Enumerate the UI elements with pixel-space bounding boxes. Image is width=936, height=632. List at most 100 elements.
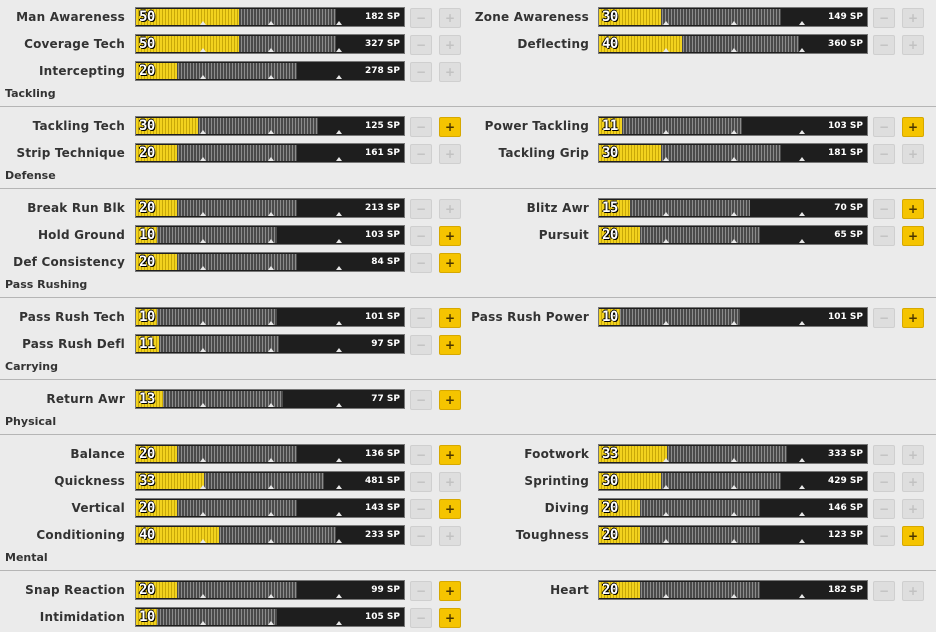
skill-sp-cost: 84 SP: [371, 257, 400, 267]
skill-sp-cost: 161 SP: [365, 148, 400, 158]
increase-button[interactable]: +: [439, 499, 461, 519]
skill-label: Quickness: [54, 474, 125, 488]
decrease-button[interactable]: −: [410, 35, 432, 55]
decrease-button[interactable]: −: [873, 117, 895, 137]
increase-button[interactable]: +: [902, 499, 924, 519]
tick-triangle-icon: [731, 21, 737, 25]
decrease-button[interactable]: −: [410, 581, 432, 601]
skill-label: Return Awr: [46, 392, 125, 406]
decrease-button[interactable]: −: [410, 226, 432, 246]
decrease-button[interactable]: −: [410, 390, 432, 410]
increase-button[interactable]: +: [439, 581, 461, 601]
decrease-button[interactable]: −: [873, 226, 895, 246]
decrease-button[interactable]: −: [873, 526, 895, 546]
decrease-button[interactable]: −: [873, 308, 895, 328]
skill-bar-fill: [136, 309, 157, 325]
skill-bar: 50 327 SP: [135, 34, 405, 54]
decrease-button[interactable]: −: [410, 8, 432, 28]
tick-triangle-icon: [799, 48, 805, 52]
decrease-button[interactable]: −: [873, 499, 895, 519]
skill-bar: 20 213 SP: [135, 198, 405, 218]
increase-button[interactable]: +: [902, 526, 924, 546]
skill-label: Man Awareness: [16, 10, 125, 24]
increase-button[interactable]: +: [902, 308, 924, 328]
skill-bar-fill: [136, 145, 177, 161]
skill-sp-cost: 65 SP: [834, 230, 863, 240]
increase-button[interactable]: +: [902, 445, 924, 465]
increase-button[interactable]: +: [439, 445, 461, 465]
increase-button[interactable]: +: [902, 117, 924, 137]
tick-triangle-icon: [268, 212, 274, 216]
increase-button[interactable]: +: [902, 199, 924, 219]
decrease-button[interactable]: −: [410, 445, 432, 465]
increase-button[interactable]: +: [902, 226, 924, 246]
skill-bar-potential: [136, 309, 277, 325]
decrease-button[interactable]: −: [873, 35, 895, 55]
increase-button[interactable]: +: [439, 144, 461, 164]
decrease-button[interactable]: −: [410, 335, 432, 355]
skill-sp-cost: 101 SP: [365, 312, 400, 322]
skill-value: 15: [602, 200, 618, 216]
increase-button[interactable]: +: [439, 117, 461, 137]
increase-button[interactable]: +: [439, 390, 461, 410]
tick-triangle-icon: [663, 212, 669, 216]
skill-label: Intercepting: [38, 64, 125, 78]
skill-bar-fill: [136, 9, 239, 25]
decrease-button[interactable]: −: [873, 144, 895, 164]
increase-button[interactable]: +: [902, 35, 924, 55]
skill-label: Diving: [544, 501, 589, 515]
tick-triangle-icon: [268, 348, 274, 352]
decrease-button[interactable]: −: [410, 199, 432, 219]
increase-button[interactable]: +: [439, 35, 461, 55]
decrease-button[interactable]: −: [410, 62, 432, 82]
tick-triangle-icon: [663, 130, 669, 134]
tick-triangle-icon: [336, 621, 342, 625]
increase-button[interactable]: +: [439, 253, 461, 273]
tick-triangle-icon: [268, 594, 274, 598]
increase-button[interactable]: +: [439, 335, 461, 355]
decrease-button[interactable]: −: [410, 144, 432, 164]
skill-sp-cost: 77 SP: [371, 394, 400, 404]
skill-bar-fill: [599, 200, 630, 216]
skill-label: Toughness: [515, 528, 589, 542]
skill-sp-cost: 70 SP: [834, 203, 863, 213]
increase-button[interactable]: +: [902, 581, 924, 601]
increase-button[interactable]: +: [439, 8, 461, 28]
decrease-button[interactable]: −: [873, 199, 895, 219]
increase-button[interactable]: +: [439, 226, 461, 246]
increase-button[interactable]: +: [439, 472, 461, 492]
increase-button[interactable]: +: [439, 608, 461, 628]
skill-value: 20: [139, 63, 155, 79]
decrease-button[interactable]: −: [410, 608, 432, 628]
skill-bar-fill: [136, 200, 177, 216]
skill-bar: 20 99 SP: [135, 580, 405, 600]
skill-bar: 15 70 SP: [598, 198, 868, 218]
skill-sp-cost: 149 SP: [828, 12, 863, 22]
increase-button[interactable]: +: [439, 199, 461, 219]
increase-button[interactable]: +: [902, 8, 924, 28]
decrease-button[interactable]: −: [873, 445, 895, 465]
decrease-button[interactable]: −: [410, 308, 432, 328]
decrease-button[interactable]: −: [410, 526, 432, 546]
decrease-button[interactable]: −: [410, 117, 432, 137]
skill-value: 30: [602, 145, 618, 161]
decrease-button[interactable]: −: [873, 8, 895, 28]
decrease-button[interactable]: −: [410, 253, 432, 273]
skill-label: Intimidation: [39, 610, 125, 624]
increase-button[interactable]: +: [439, 308, 461, 328]
skill-bar: 33 481 SP: [135, 471, 405, 491]
tick-triangle-icon: [731, 539, 737, 543]
decrease-button[interactable]: −: [873, 472, 895, 492]
increase-button[interactable]: +: [902, 472, 924, 492]
increase-button[interactable]: +: [902, 144, 924, 164]
skill-value: 13: [139, 391, 155, 407]
increase-button[interactable]: +: [439, 62, 461, 82]
tick-triangle-icon: [336, 594, 342, 598]
increase-button[interactable]: +: [439, 526, 461, 546]
tick-triangle-icon: [336, 266, 342, 270]
decrease-button[interactable]: −: [410, 499, 432, 519]
skill-sp-cost: 136 SP: [365, 449, 400, 459]
skill-bar-potential: [136, 391, 283, 407]
decrease-button[interactable]: −: [410, 472, 432, 492]
decrease-button[interactable]: −: [873, 581, 895, 601]
